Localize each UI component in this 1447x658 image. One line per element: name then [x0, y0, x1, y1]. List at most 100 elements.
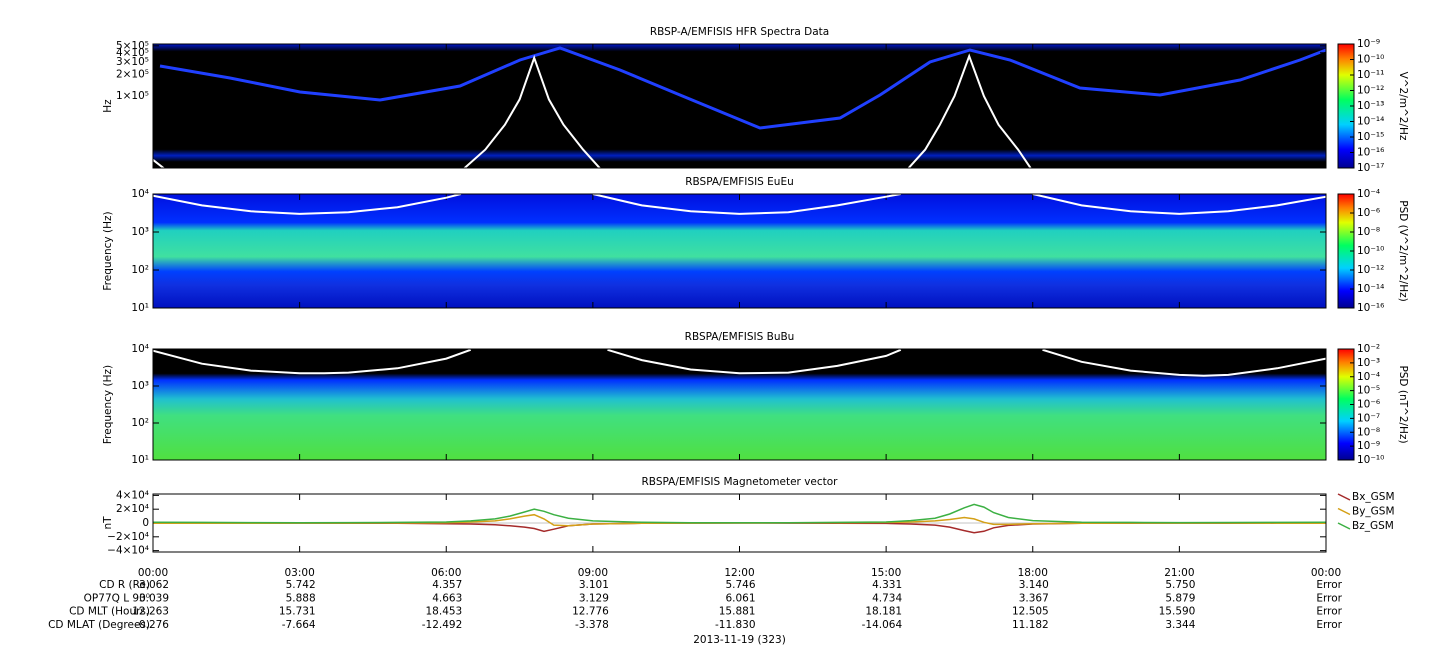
- colorbar-label: PSD (V^2/m^2/Hz): [1397, 200, 1409, 301]
- series-line: [153, 522, 1326, 534]
- ephemeris-value: 5.742: [286, 579, 316, 591]
- colorbar-label: PSD (nT^2/Hz): [1397, 365, 1409, 443]
- ephemeris-value: Error: [1316, 592, 1342, 604]
- ephemeris-value: -0.276: [135, 619, 169, 631]
- y-tick-label: 2×10⁵: [116, 68, 149, 80]
- ephemeris-value: 18.453: [426, 606, 463, 618]
- x-tick-label: 00:00: [1311, 567, 1341, 579]
- colorbar-tick-label: 10⁻⁹: [1357, 440, 1380, 452]
- panel-title: RBSPA/EMFISIS BuBu: [685, 331, 795, 343]
- colorbar-tick-label: 10⁻²: [1357, 343, 1380, 355]
- y-axis-label: Frequency (Hz): [102, 211, 114, 290]
- colorbar-tick-label: 10⁻⁸: [1357, 426, 1380, 438]
- panel-frame: [152, 493, 1327, 553]
- y-axis-label: nT: [102, 516, 114, 530]
- colorbar-tick-label: 10⁻¹⁴: [1357, 283, 1384, 295]
- x-tick-label: 06:00: [431, 567, 461, 579]
- colorbar-tick-label: 10⁻⁴: [1357, 371, 1380, 383]
- panel-title: RBSPA/EMFISIS Magnetometer vector: [642, 476, 839, 488]
- colorbar-tick-label: 10⁻⁸: [1357, 226, 1380, 238]
- ephemeris-value: 5.888: [286, 592, 316, 604]
- ephemeris-value: 3.129: [579, 592, 609, 604]
- legend-swatch: [1337, 493, 1351, 501]
- colorbar-tick-label: 10⁻¹²: [1357, 264, 1384, 276]
- x-tick-label: 00:00: [138, 567, 168, 579]
- y-tick-label: 10¹: [131, 454, 149, 466]
- colorbar-tick-label: 10⁻¹⁶: [1357, 147, 1384, 159]
- ephemeris-row-label: CD R (Re): [99, 579, 150, 591]
- colorbar-tick-label: 10⁻¹⁰: [1357, 454, 1384, 466]
- gyrofrequency-curve: [153, 349, 1326, 377]
- spectrogram-feature: [159, 46, 1327, 130]
- panel-frame: [152, 348, 1327, 461]
- legend-swatch: [1337, 507, 1351, 516]
- ephemeris-value: 3.062: [139, 579, 169, 591]
- panel-title: RBSP-A/EMFISIS HFR Spectra Data: [650, 26, 829, 38]
- ephemeris-row-label: CD MLT (Hours): [69, 606, 150, 618]
- panel-frame: [152, 193, 1327, 309]
- ephemeris-value: 3.140: [1019, 579, 1049, 591]
- series-line: [153, 513, 1326, 527]
- ephemeris-value: 3.344: [1165, 619, 1195, 631]
- ephemeris-value: 4.734: [872, 592, 902, 604]
- y-tick-label: 10³: [131, 226, 149, 238]
- colorbar-tick-label: 10⁻³: [1357, 357, 1380, 369]
- ephemeris-value: -7.664: [282, 619, 316, 631]
- ephemeris-value: 18.181: [865, 606, 902, 618]
- ephemeris-value: 6.061: [725, 592, 755, 604]
- colorbar-tick-label: 10⁻⁶: [1357, 399, 1380, 411]
- colorbar-tick-label: 10⁻¹⁴: [1357, 116, 1384, 128]
- x-tick-label: 15:00: [871, 567, 901, 579]
- colorbar-tick-label: 10⁻¹⁶: [1357, 302, 1384, 314]
- ephemeris-value: 15.731: [279, 606, 316, 618]
- y-tick-label: 5×10⁵: [116, 40, 149, 52]
- spectrogram-image: [153, 44, 1326, 168]
- colorbar-tick-label: 10⁻¹²: [1357, 85, 1384, 97]
- ephemeris-value: -3.378: [575, 619, 609, 631]
- y-tick-label: 10⁴: [131, 343, 149, 355]
- series-line: [153, 503, 1326, 524]
- y-tick-label: 10⁴: [131, 188, 149, 200]
- spectrogram-backgrounds: [153, 44, 1327, 460]
- panel-title: RBSPA/EMFISIS EuEu: [685, 176, 794, 188]
- ephemeris-value: -11.830: [715, 619, 756, 631]
- gyrofrequency-curve: [153, 194, 1326, 215]
- colorbar-label: V^2/m^2/Hz: [1397, 72, 1409, 141]
- y-tick-label: 10³: [131, 380, 149, 392]
- ephemeris-value: 11.182: [1012, 619, 1049, 631]
- ephemeris-value: 4.331: [872, 579, 902, 591]
- x-tick-label: 12:00: [724, 567, 754, 579]
- x-tick-label: 03:00: [284, 567, 314, 579]
- y-axis-label: Frequency (Hz): [102, 365, 114, 444]
- y-tick-label: 3×10⁵: [116, 56, 149, 68]
- ephemeris-value: Error: [1316, 606, 1342, 618]
- panel-frame: [152, 43, 1327, 169]
- y-tick-label: 10¹: [131, 302, 149, 314]
- colorbar-tick-label: 10⁻⁹: [1357, 38, 1380, 50]
- colorbar-tick-label: 10⁻¹⁰: [1357, 245, 1384, 257]
- colorbar-tick-label: 10⁻¹⁵: [1357, 131, 1384, 143]
- ephemeris-value: Error: [1316, 579, 1342, 591]
- ephemeris-value: 3.039: [139, 592, 169, 604]
- x-tick-label: 09:00: [578, 567, 608, 579]
- y-tick-label: 1×10⁵: [116, 90, 149, 102]
- ephemeris-value: -14.064: [862, 619, 903, 631]
- y-tick-label: −2×10⁴: [107, 531, 149, 543]
- x-tick-label: 21:00: [1164, 567, 1194, 579]
- ephemeris-value: Error: [1316, 619, 1342, 631]
- spectrogram-image: [153, 349, 1326, 460]
- y-tick-label: 4×10⁴: [116, 489, 149, 501]
- ephemeris-value: -12.492: [422, 619, 463, 631]
- legend-label: Bz_GSM: [1352, 520, 1394, 532]
- colorbar-tick-label: 10⁻¹¹: [1357, 69, 1384, 81]
- ephemeris-value: 5.746: [725, 579, 755, 591]
- ephemeris-value: 12.505: [1012, 606, 1049, 618]
- legend-label: By_GSM: [1352, 506, 1395, 518]
- x-tick-label: 18:00: [1018, 567, 1048, 579]
- colorbar-tick-label: 10⁻¹⁷: [1357, 162, 1384, 174]
- y-axis-label: Hz: [102, 99, 114, 113]
- legend-label: Bx_GSM: [1352, 491, 1395, 503]
- legend-swatch: [1337, 522, 1351, 530]
- ephemeris-value: 15.590: [1159, 606, 1196, 618]
